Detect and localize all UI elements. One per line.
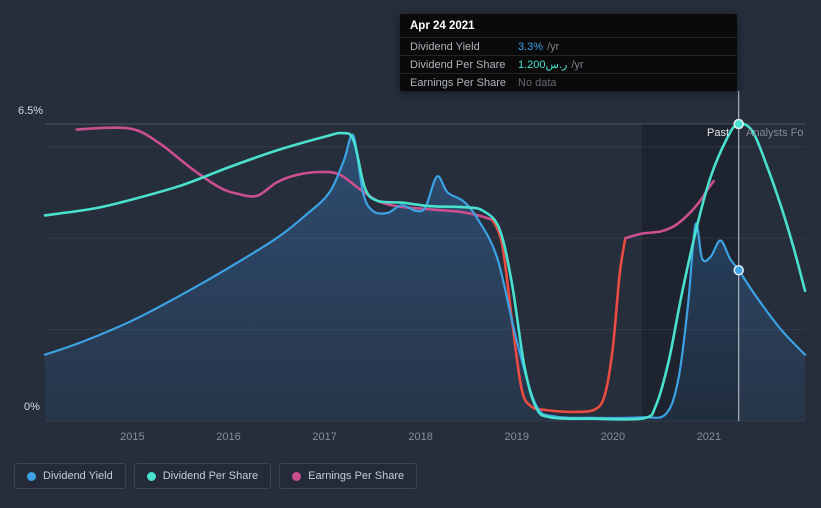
dividend_yield-area bbox=[45, 134, 805, 422]
tooltip-value-unit: /yr bbox=[547, 40, 560, 53]
tooltip-value: No data bbox=[518, 76, 557, 89]
legend-label: Dividend Yield bbox=[43, 470, 113, 482]
tooltip-row-dividend-per-share: Dividend Per Share 1.200ر.س /yr bbox=[400, 55, 737, 73]
past-zone-label: Past bbox=[706, 127, 729, 139]
y-axis-min-label: 0% bbox=[24, 401, 40, 413]
chart-legend: Dividend Yield Dividend Per Share Earnin… bbox=[14, 463, 418, 489]
tooltip-row-dividend-yield: Dividend Yield 3.3% /yr bbox=[400, 37, 737, 55]
series-line-dividend_per_share[interactable] bbox=[43, 122, 807, 421]
dividend-yield-dot-icon bbox=[27, 471, 36, 481]
tooltip-label: Earnings Per Share bbox=[410, 76, 506, 89]
tooltip-label: Dividend Per Share bbox=[410, 58, 506, 71]
analysts-forecast-zone-label: Analysts Fo bbox=[746, 127, 804, 139]
legend-item-dividend-per-share[interactable]: Dividend Per Share bbox=[133, 463, 272, 489]
legend-label: Dividend Per Share bbox=[162, 470, 259, 482]
tooltip-date: Apr 24 2021 bbox=[410, 20, 475, 32]
legend-item-dividend-yield[interactable]: Dividend Yield bbox=[14, 463, 126, 489]
tooltip-value: 3.3% bbox=[518, 40, 544, 53]
tooltip-row-earnings-per-share: Earnings Per Share No data bbox=[400, 73, 737, 91]
legend-item-earnings-per-share[interactable]: Earnings Per Share bbox=[279, 463, 418, 489]
y-axis-max-label: 6.5% bbox=[18, 105, 44, 117]
chart-tooltip: Apr 24 2021 Dividend Yield 3.3% /yr Divi… bbox=[400, 14, 737, 91]
marker-dot-dividend_yield[interactable] bbox=[733, 264, 744, 276]
series-line-dividend_yield[interactable] bbox=[43, 133, 807, 420]
marker-dot-dividend_per_share[interactable] bbox=[733, 118, 744, 130]
tooltip-value-unit: /yr bbox=[571, 58, 584, 71]
tooltip-value: 1.200ر.س bbox=[518, 59, 568, 71]
tooltip-label: Dividend Yield bbox=[410, 40, 480, 53]
dividend-per-share-dot-icon bbox=[146, 471, 156, 481]
legend-label: Earnings Per Share bbox=[308, 470, 405, 482]
earnings-per-share-dot-icon bbox=[292, 471, 302, 481]
